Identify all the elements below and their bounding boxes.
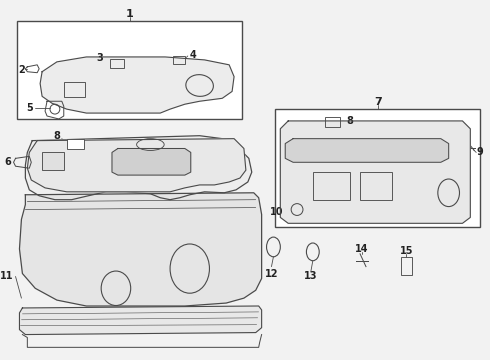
Text: 9: 9: [477, 148, 484, 157]
Text: 13: 13: [304, 271, 318, 282]
Text: 7: 7: [374, 97, 382, 107]
Polygon shape: [27, 139, 246, 192]
Bar: [275, 109, 480, 227]
Polygon shape: [280, 121, 470, 223]
Text: 1: 1: [126, 9, 134, 19]
Text: 8: 8: [347, 116, 354, 126]
Bar: [360, 172, 392, 200]
Polygon shape: [112, 148, 191, 175]
Bar: [401, 257, 412, 275]
Bar: [173, 56, 185, 64]
Text: 8: 8: [53, 131, 60, 141]
Bar: [313, 172, 350, 200]
Text: 6: 6: [5, 157, 12, 167]
Bar: [324, 117, 341, 127]
Text: 5: 5: [26, 103, 33, 113]
Polygon shape: [25, 136, 252, 200]
Text: 10: 10: [270, 207, 283, 216]
Text: 12: 12: [265, 269, 278, 279]
Bar: [18, 21, 242, 119]
Polygon shape: [20, 193, 262, 306]
Bar: [67, 139, 84, 149]
Polygon shape: [40, 57, 234, 113]
Polygon shape: [20, 306, 262, 334]
Text: 2: 2: [18, 65, 25, 75]
Text: 4: 4: [189, 50, 196, 60]
Text: 14: 14: [355, 244, 369, 254]
Text: 11: 11: [0, 271, 14, 282]
Text: 15: 15: [399, 246, 413, 256]
Bar: [64, 82, 85, 97]
Polygon shape: [285, 139, 449, 162]
Bar: [110, 59, 124, 68]
Text: 3: 3: [97, 53, 103, 63]
Bar: [42, 152, 64, 170]
